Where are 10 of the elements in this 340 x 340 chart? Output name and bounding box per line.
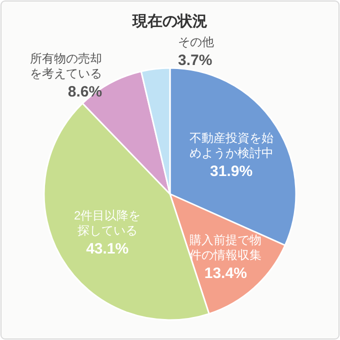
- data-label: 3.7%: [178, 52, 212, 69]
- data-label: 13.4%: [204, 264, 247, 282]
- slice-label: 不動産投資を始めようか検討中: [189, 131, 274, 160]
- slice-label: 2件目以降を探している: [74, 208, 141, 238]
- slice-label: その他: [178, 35, 214, 49]
- slice-label: 所有物の売却を考えている: [30, 52, 102, 81]
- data-label: 43.1%: [86, 240, 129, 258]
- chart-title: 現在の状況: [132, 13, 208, 30]
- data-label: 31.9%: [210, 163, 253, 180]
- data-label: 8.6%: [68, 84, 102, 101]
